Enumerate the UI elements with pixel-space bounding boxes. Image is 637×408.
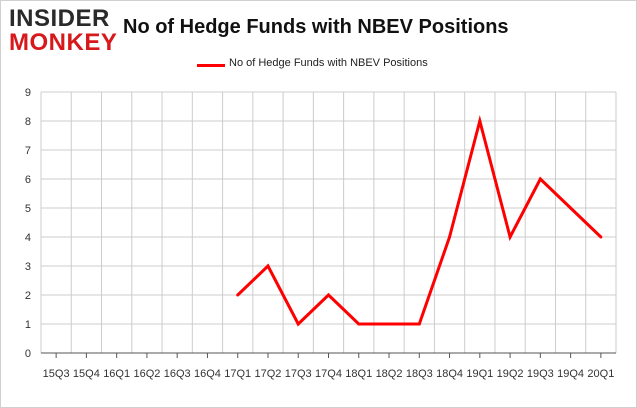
data-point bbox=[418, 323, 421, 326]
x-tick-label: 18Q2 bbox=[376, 368, 403, 380]
data-point bbox=[539, 178, 542, 181]
data-point bbox=[297, 323, 300, 326]
x-tick-label: 19Q1 bbox=[466, 368, 493, 380]
data-point bbox=[448, 236, 451, 239]
data-point bbox=[599, 236, 602, 239]
data-point bbox=[509, 236, 512, 239]
x-tick-label: 15Q4 bbox=[73, 368, 100, 380]
data-point bbox=[569, 207, 572, 210]
y-tick-label: 3 bbox=[25, 261, 31, 273]
x-tick-label: 16Q3 bbox=[164, 368, 191, 380]
data-point bbox=[327, 294, 330, 297]
x-tick-label: 18Q3 bbox=[406, 368, 433, 380]
x-tick-label: 19Q3 bbox=[527, 368, 554, 380]
x-tick-label: 17Q4 bbox=[315, 368, 342, 380]
x-tick-label: 20Q1 bbox=[587, 368, 614, 380]
series-line bbox=[238, 121, 601, 324]
x-tick-label: 17Q2 bbox=[255, 368, 282, 380]
x-tick-label: 16Q2 bbox=[133, 368, 160, 380]
x-tick-label: 17Q1 bbox=[224, 368, 251, 380]
y-tick-label: 5 bbox=[25, 203, 31, 215]
data-point bbox=[236, 294, 239, 297]
data-point bbox=[266, 265, 269, 268]
x-tick-label: 15Q3 bbox=[43, 368, 70, 380]
x-tick-label: 16Q1 bbox=[103, 368, 130, 380]
x-tick-label: 18Q1 bbox=[345, 368, 372, 380]
y-tick-label: 4 bbox=[25, 232, 31, 244]
y-tick-label: 0 bbox=[25, 348, 31, 360]
data-point bbox=[357, 323, 360, 326]
x-tick-label: 16Q4 bbox=[194, 368, 221, 380]
x-tick-label: 18Q4 bbox=[436, 368, 463, 380]
y-tick-label: 7 bbox=[25, 145, 31, 157]
x-tick-label: 17Q3 bbox=[285, 368, 312, 380]
data-point bbox=[478, 120, 481, 123]
y-tick-label: 8 bbox=[25, 116, 31, 128]
y-tick-label: 2 bbox=[25, 290, 31, 302]
x-tick-label: 19Q2 bbox=[497, 368, 524, 380]
y-tick-label: 9 bbox=[25, 87, 31, 99]
y-tick-label: 1 bbox=[25, 319, 31, 331]
x-tick-label: 19Q4 bbox=[557, 368, 584, 380]
y-tick-label: 6 bbox=[25, 174, 31, 186]
data-point bbox=[388, 323, 391, 326]
